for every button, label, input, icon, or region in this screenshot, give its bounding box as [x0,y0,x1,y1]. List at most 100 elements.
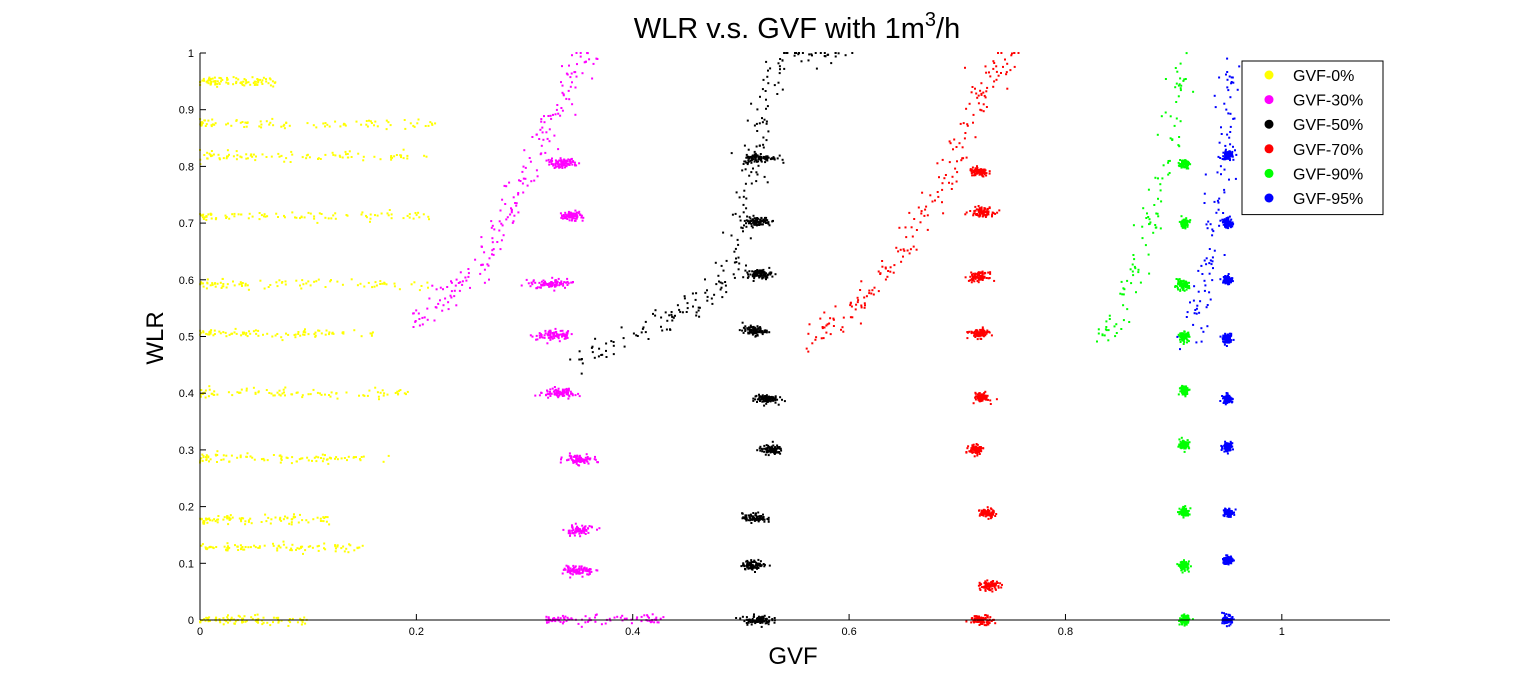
point [416,122,419,125]
point [424,125,427,127]
point [249,154,252,157]
point [758,395,761,398]
point [977,271,980,274]
point [990,620,993,622]
point [283,127,286,130]
point [759,329,762,332]
point [763,404,766,407]
point [459,271,462,274]
point [757,217,760,220]
point [571,573,574,576]
point [266,332,269,335]
point [276,285,279,288]
point [694,298,697,301]
point [681,311,684,314]
point [561,161,563,164]
point [307,393,310,396]
point [538,281,541,284]
point [1132,224,1135,227]
point [665,328,668,331]
point [965,107,968,110]
point [919,221,922,224]
point [539,128,542,131]
point [742,331,745,334]
point [764,273,767,276]
point [961,146,964,149]
point [751,621,754,624]
point [359,282,362,285]
point [988,619,991,622]
point [581,524,584,527]
point [1184,446,1187,449]
point [385,119,388,122]
point [276,549,279,552]
point [978,615,980,618]
point [755,330,758,333]
point [621,614,624,617]
point [759,560,762,563]
point [360,213,363,216]
transition-points [805,52,1020,353]
point [284,394,286,397]
point [976,443,979,446]
point [756,618,759,621]
point [214,83,217,86]
point [636,616,639,619]
point [1182,165,1185,168]
point [801,52,804,54]
point [209,545,212,548]
point [540,120,543,123]
point [1179,284,1182,286]
point [345,214,348,216]
point [1187,620,1190,623]
point [1157,215,1160,218]
point [546,389,548,392]
point [249,546,252,549]
point [980,397,983,400]
point [764,453,767,456]
point [909,248,912,251]
point [287,333,290,336]
point [548,163,551,166]
point [762,157,765,160]
point [578,358,581,361]
point [594,337,597,340]
point [766,157,769,160]
point [240,388,243,391]
point [747,519,750,522]
point [1184,513,1187,516]
point [979,108,982,111]
point [591,351,594,354]
point [774,397,777,400]
point [284,280,287,283]
point [765,447,768,450]
point [564,216,567,219]
point [977,281,980,284]
point [216,85,219,88]
point [969,169,972,172]
point [304,549,307,552]
point [203,522,206,525]
point [353,549,356,552]
point [567,387,570,390]
point [324,393,326,396]
point [903,249,906,252]
point [748,620,750,623]
point [269,522,272,525]
point [753,155,756,158]
point [301,156,304,159]
point [543,336,546,339]
point [746,271,749,274]
point [741,517,744,520]
point [820,337,823,340]
point [1115,332,1118,334]
point [210,213,212,216]
point [855,303,858,306]
point [575,215,578,218]
point [986,514,989,517]
series-gvf-0- [199,76,437,627]
point [569,534,571,537]
point [1132,274,1135,277]
point [202,77,205,80]
cluster-6 [741,511,770,524]
